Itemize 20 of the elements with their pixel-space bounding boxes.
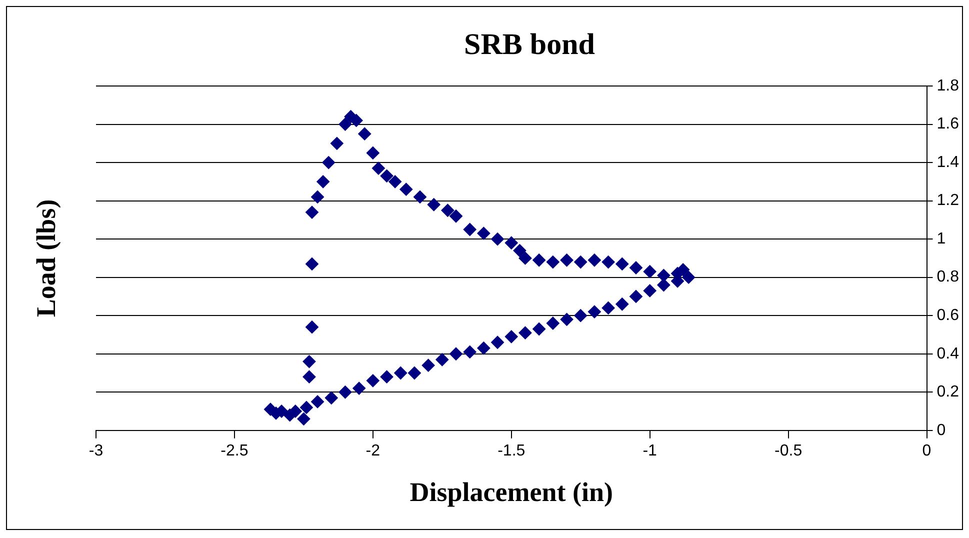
chart-title: SRB bond	[464, 28, 596, 61]
y-tick-label: 1	[936, 230, 946, 248]
y-tick-label: 0.4	[936, 345, 960, 362]
y-tick-label: 0.6	[936, 307, 960, 324]
y-axis-title: Load (lbs)	[30, 199, 61, 318]
x-tick-label: -3	[88, 442, 104, 460]
y-tick-label: 1.8	[936, 77, 960, 94]
y-tick-label: 1.4	[936, 154, 960, 171]
y-tick-label: 0.2	[936, 384, 960, 401]
x-tick-label: 0	[922, 442, 932, 460]
x-tick-label: -0.5	[774, 442, 802, 460]
x-tick-label: -2	[366, 442, 380, 460]
y-tick-label: 1.2	[936, 192, 960, 210]
x-tick-label: -1.5	[498, 442, 526, 460]
y-tick-label: 1.6	[936, 116, 960, 133]
x-axis-title: Displacement (in)	[410, 476, 613, 507]
y-tick-label: 0.8	[936, 268, 960, 286]
x-tick-label: -1	[642, 442, 658, 460]
x-tick-label: -2.5	[220, 442, 248, 460]
y-tick-label: 0	[936, 422, 946, 439]
